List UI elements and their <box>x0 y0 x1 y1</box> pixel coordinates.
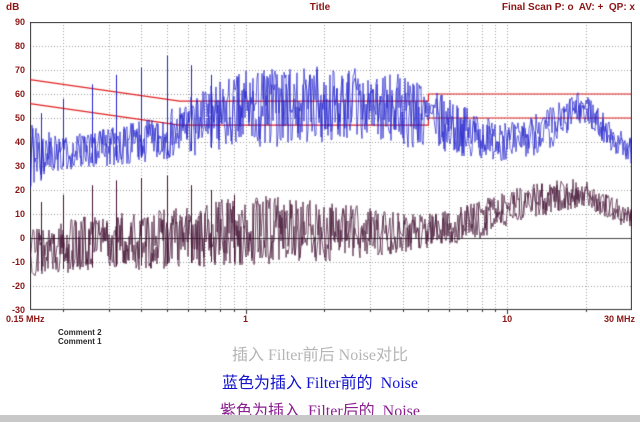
y-tick-label: 30 <box>14 161 25 171</box>
comments-block: Comment 2 Comment 1 <box>58 328 102 346</box>
y-tick-label: 0 <box>19 233 25 243</box>
y-tick-label: -10 <box>11 257 25 267</box>
y-tick-label: 40 <box>14 137 25 147</box>
y-tick-label: 50 <box>14 113 25 123</box>
y-tick-label: 90 <box>14 17 25 27</box>
y-axis-labels: 90 80 70 60 50 40 30 20 10 0 -10 -20 -30 <box>0 0 27 340</box>
x-tick-label: 0.15 MHz <box>6 314 45 324</box>
y-tick-label: 70 <box>14 65 25 75</box>
scan-legend: Final Scan P: o AV: + QP: x <box>501 2 635 13</box>
y-tick-label: 20 <box>14 185 25 195</box>
y-axis-unit-label: dB <box>6 2 20 13</box>
y-tick-label: -30 <box>11 305 25 315</box>
chart-title: Title <box>309 2 331 13</box>
y-tick-label: -20 <box>11 281 25 291</box>
x-tick-label: 10 <box>502 314 513 324</box>
y-tick-label: 80 <box>14 41 25 51</box>
x-tick-label: 1 <box>243 314 249 324</box>
bottom-window-strip <box>0 415 640 422</box>
caption-compare: 插入 Filter前后 Noise对比 <box>232 347 408 364</box>
caption-blue-before-filter: 蓝色为插入 Filter前的 Noise <box>222 375 418 392</box>
comment-1: Comment 1 <box>58 337 102 346</box>
y-tick-label: 60 <box>14 89 25 99</box>
plot-canvas <box>30 22 632 315</box>
x-tick-label: 30 MHz <box>603 314 635 324</box>
comment-2: Comment 2 <box>58 328 102 337</box>
y-tick-label: 10 <box>14 209 25 219</box>
